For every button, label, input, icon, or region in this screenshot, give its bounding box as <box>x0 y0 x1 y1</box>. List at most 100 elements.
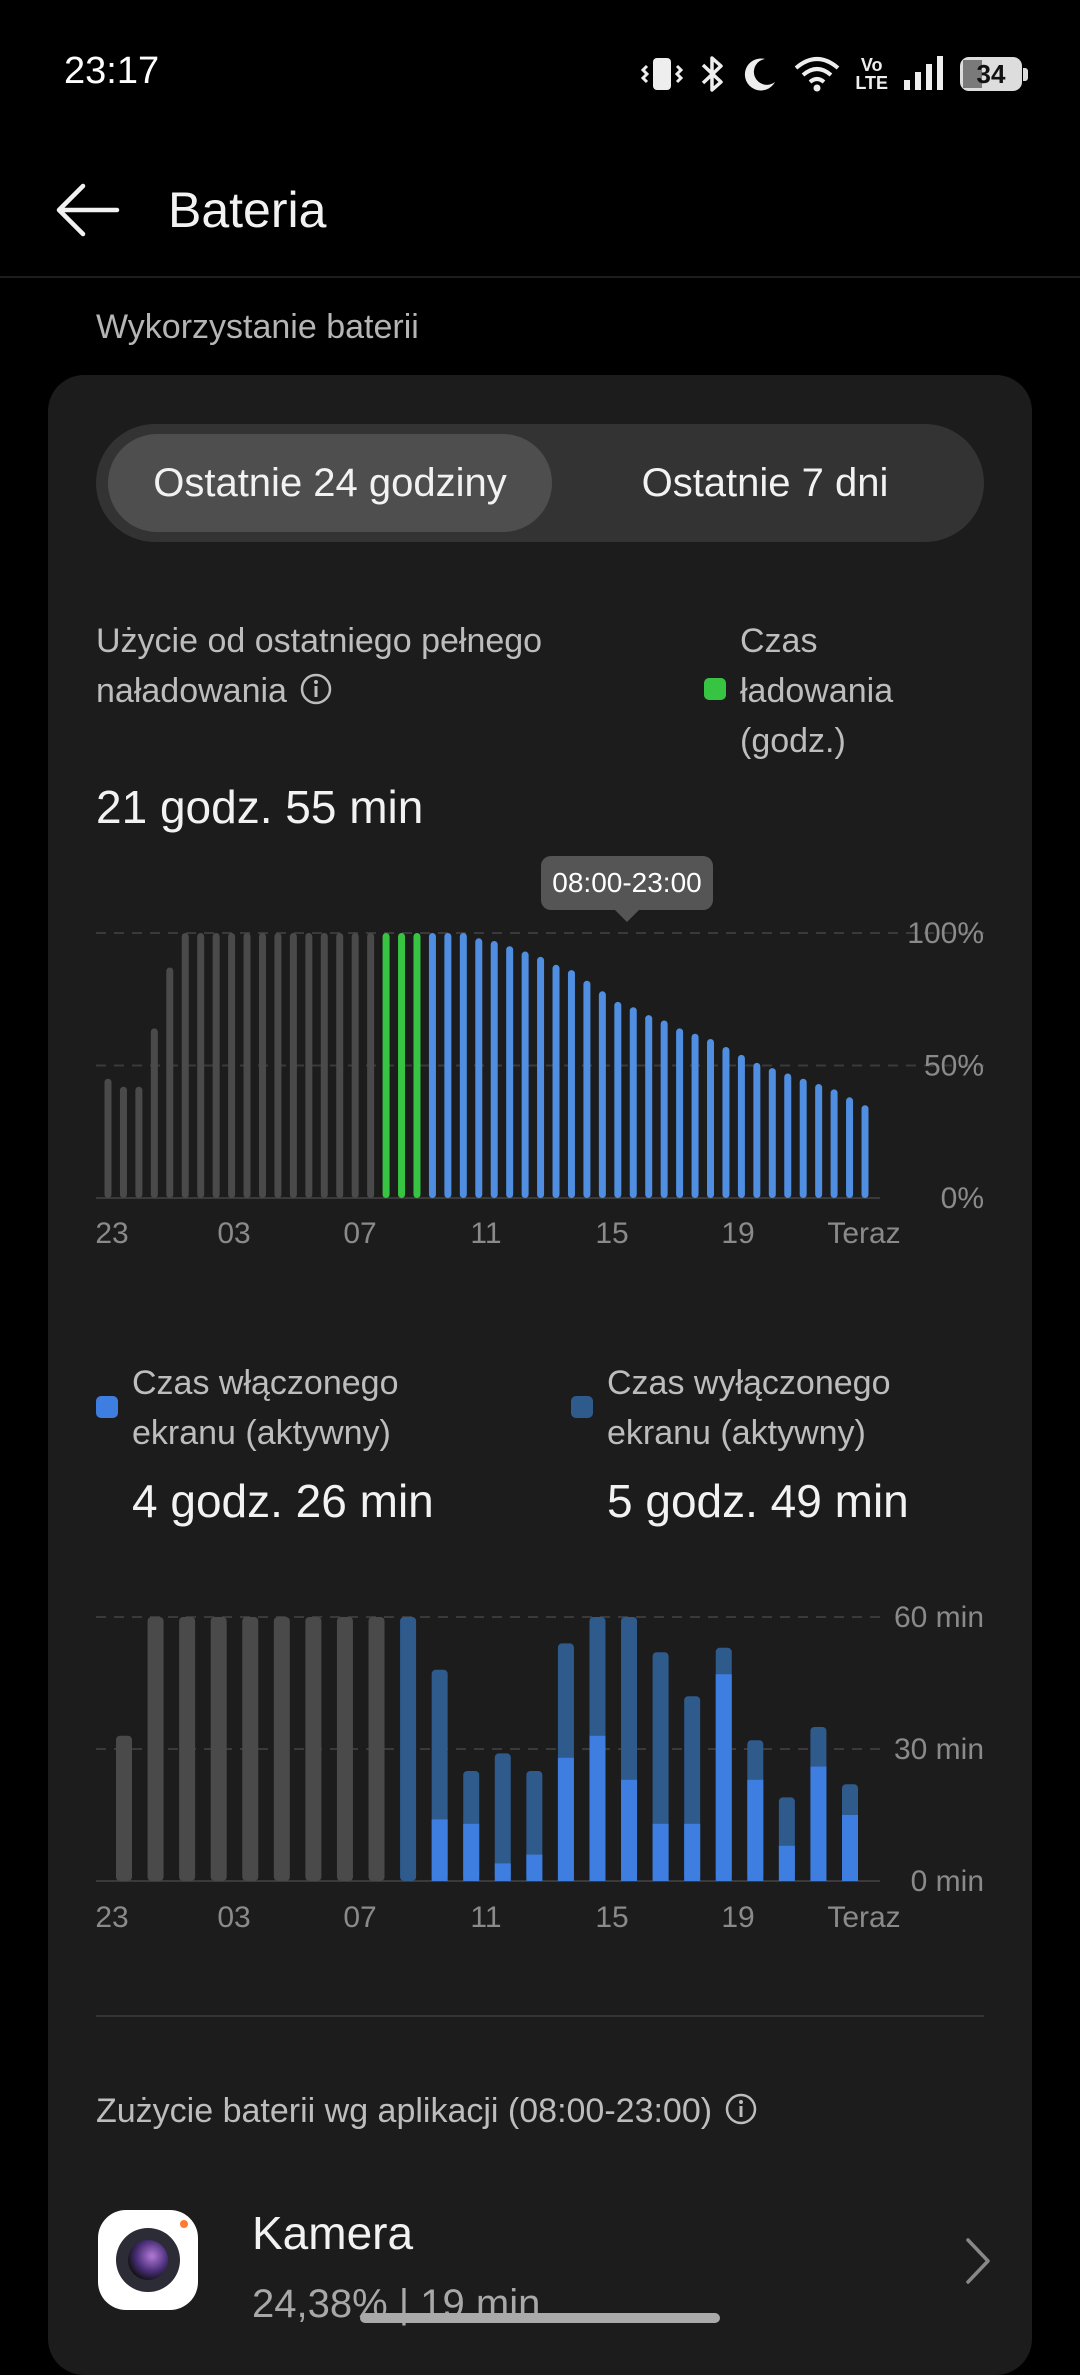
y-tick-label: 0 min <box>911 1865 984 1898</box>
battery-bar <box>567 970 575 1198</box>
x-tick-label: 11 <box>470 1217 501 1250</box>
volte-icon: Vo LTE <box>855 56 888 92</box>
battery-bar <box>428 933 436 1198</box>
battery-bar <box>305 933 313 1198</box>
screen-time-bar-prior <box>368 1617 385 1881</box>
bluetooth-icon <box>702 56 724 92</box>
x-tick-label: Teraz <box>827 1217 900 1250</box>
screen-on-bar <box>684 1823 701 1881</box>
usage-label-text: Użycie od ostatniego pełnego naładowania <box>96 622 543 710</box>
battery-bar <box>784 1073 792 1198</box>
battery-bar <box>320 933 328 1198</box>
screen-time-bar-prior <box>179 1617 196 1881</box>
y-tick-label: 0% <box>941 1182 984 1215</box>
screen-on-bar <box>715 1674 732 1881</box>
back-button[interactable] <box>48 170 128 250</box>
battery-bar <box>753 1062 761 1198</box>
battery-bar <box>413 933 421 1198</box>
app-usage-title: Zużycie baterii wg aplikacji (08:00-23:0… <box>96 2092 758 2131</box>
battery-bar <box>119 1086 127 1198</box>
screen-off-bar <box>400 1617 417 1881</box>
screen-on-swatch <box>96 1396 118 1418</box>
battery-icon: 34 <box>960 57 1028 91</box>
usage-since-full-charge-label: Użycie od ostatniego pełnego naładowania <box>96 616 636 716</box>
x-tick-label: 19 <box>721 1217 754 1250</box>
battery-bar <box>629 1007 637 1198</box>
screen-on-bar <box>463 1823 480 1881</box>
chevron-right-icon <box>966 2238 990 2284</box>
volte-top: Vo <box>860 55 883 75</box>
screen-on-bar <box>589 1735 606 1881</box>
wifi-icon <box>795 57 840 92</box>
tab-last-7-days[interactable]: Ostatnie 7 dni <box>641 460 889 505</box>
battery-bar <box>846 1097 854 1198</box>
app-row-kamera[interactable]: Kamera 24,38% | 19 min <box>48 2190 1032 2340</box>
battery-bar <box>676 1028 684 1198</box>
battery-bar <box>459 933 467 1198</box>
info-icon-apps[interactable] <box>724 2092 758 2126</box>
battery-bar <box>150 1028 158 1198</box>
battery-bar <box>336 933 344 1198</box>
screen-on-value: 4 godz. 26 min <box>132 1475 434 1527</box>
app-bar: Bateria <box>0 150 1080 278</box>
screen-on-bar <box>810 1766 827 1881</box>
vibrate-icon <box>641 58 684 90</box>
battery-bar <box>799 1078 807 1198</box>
screen-time-bar-prior <box>336 1617 353 1881</box>
status-time: 23:17 <box>64 50 160 92</box>
app-usage-title-text: Zużycie baterii wg aplikacji (08:00-23:0… <box>96 2092 713 2130</box>
screen-off-bar <box>494 1753 511 1881</box>
signal-icon <box>904 56 943 90</box>
time-range-tooltip: 08:00-23:00 <box>541 856 713 922</box>
app-name: Kamera <box>252 2207 414 2259</box>
battery-level-chart[interactable]: 100% 50% 0% 23 03 07 11 15 19 Teraz <box>0 0 1080 1260</box>
info-icon[interactable] <box>299 672 333 706</box>
camera-icon <box>98 2210 198 2310</box>
battery-bar <box>490 940 498 1198</box>
divider <box>96 2015 984 2017</box>
screen-on-bar <box>621 1779 638 1881</box>
screen-time-bar-prior <box>273 1617 290 1881</box>
battery-bar <box>166 967 174 1198</box>
status-bar: 23:17 Vo LTE 34 <box>0 0 1080 150</box>
battery-bar <box>691 1033 699 1198</box>
battery-level: 34 <box>976 58 1006 89</box>
battery-bar <box>475 938 483 1198</box>
battery-bar <box>258 933 266 1198</box>
battery-bar <box>289 933 297 1198</box>
camera-lens-inner <box>128 2240 168 2280</box>
x-tick-label: Teraz <box>827 1901 900 1934</box>
screen-time-bar-prior <box>116 1735 132 1881</box>
camera-lens <box>116 2228 180 2292</box>
tab-last-24-hours[interactable]: Ostatnie 24 godziny <box>108 434 552 532</box>
battery-bar <box>506 946 514 1198</box>
battery-bar <box>722 1046 730 1198</box>
page-title: Bateria <box>168 182 327 238</box>
y-tick-label: 30 min <box>894 1733 984 1766</box>
home-indicator[interactable] <box>360 2313 720 2323</box>
battery-bar <box>552 964 560 1198</box>
battery-bar <box>768 1068 776 1198</box>
battery-bar <box>351 933 359 1198</box>
battery-bar <box>598 991 606 1198</box>
battery-bar <box>382 933 390 1198</box>
x-tick-label: 15 <box>595 1217 628 1250</box>
screen-time-bar-prior <box>305 1617 322 1881</box>
screen-on-bar <box>652 1823 669 1881</box>
x-tick-label: 23 <box>95 1217 128 1250</box>
screen-time-bar-prior <box>147 1617 164 1881</box>
battery-bar <box>197 933 205 1198</box>
battery-bar <box>274 933 282 1198</box>
battery-bar <box>537 956 545 1198</box>
screen-on-bar <box>557 1757 574 1881</box>
battery-bar <box>212 933 220 1198</box>
status-icons: Vo LTE 34 <box>641 50 1028 98</box>
screen-time-chart[interactable]: 60 min 30 min 0 min 23 03 07 11 15 19 Teraz <box>0 0 1080 1960</box>
screen-off-value: 5 godz. 49 min <box>607 1475 909 1527</box>
battery-bar <box>228 933 236 1198</box>
battery-bar <box>135 1086 143 1198</box>
screen-on-bar <box>494 1863 511 1881</box>
battery-bar <box>521 951 529 1198</box>
screen-off-swatch <box>571 1396 593 1418</box>
screen-on-bar <box>526 1854 543 1881</box>
